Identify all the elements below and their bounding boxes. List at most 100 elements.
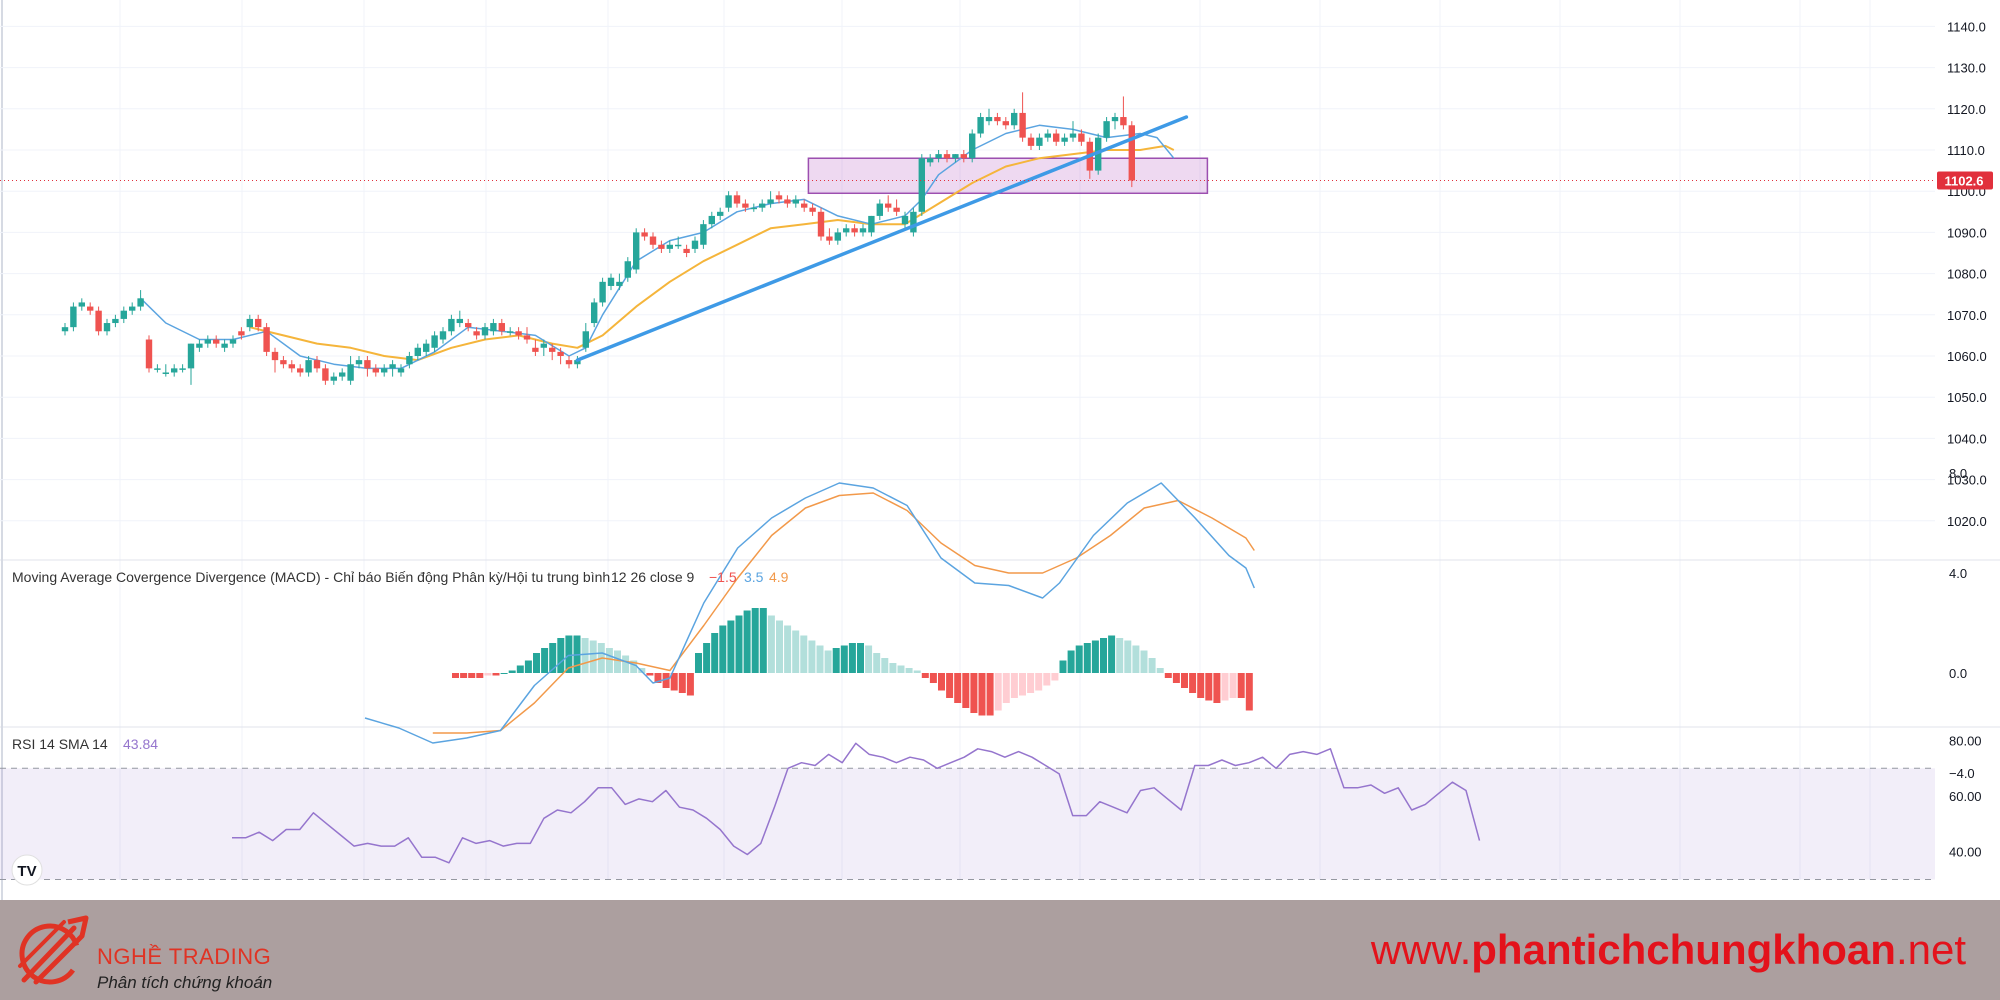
price-candle[interactable] xyxy=(1011,112,1018,126)
macd-histogram-bar[interactable] xyxy=(533,653,540,673)
price-candle[interactable] xyxy=(868,215,875,233)
macd-histogram-bar[interactable] xyxy=(1027,673,1035,693)
macd-histogram-bar[interactable] xyxy=(1164,673,1172,678)
macd-histogram-bar[interactable] xyxy=(589,640,597,674)
price-candle[interactable] xyxy=(498,323,505,332)
price-candle[interactable] xyxy=(364,360,371,369)
macd-histogram-bar[interactable] xyxy=(889,663,897,673)
macd-histogram-bar[interactable] xyxy=(824,650,832,674)
price-candle[interactable] xyxy=(355,360,363,365)
price-candle[interactable] xyxy=(843,228,850,233)
price-candle[interactable] xyxy=(801,203,808,208)
macd-histogram-bar[interactable] xyxy=(865,645,873,674)
macd-histogram-bar[interactable] xyxy=(840,645,848,674)
price-candle[interactable] xyxy=(582,331,589,348)
price-candle[interactable] xyxy=(372,368,379,373)
macd-histogram-bar[interactable] xyxy=(670,673,678,691)
price-candle[interactable] xyxy=(733,195,741,204)
price-candle[interactable] xyxy=(339,372,346,377)
macd-histogram-bar[interactable] xyxy=(857,643,864,673)
price-candle[interactable] xyxy=(1027,137,1035,146)
macd-histogram-bar[interactable] xyxy=(954,673,962,703)
price-candle[interactable] xyxy=(280,360,287,365)
macd-histogram-bar[interactable] xyxy=(605,648,613,673)
price-candle[interactable] xyxy=(322,368,329,381)
price-candle[interactable] xyxy=(120,310,127,319)
price-candle[interactable] xyxy=(994,117,1001,122)
macd-histogram-bar[interactable] xyxy=(929,673,937,683)
price-candle[interactable] xyxy=(649,236,657,245)
macd-histogram-bar[interactable] xyxy=(1197,673,1205,698)
macd-histogram-bar[interactable] xyxy=(1108,635,1116,674)
macd-histogram-bar[interactable] xyxy=(776,620,783,674)
macd-histogram-bar[interactable] xyxy=(516,665,524,674)
price-candle[interactable] xyxy=(683,248,690,253)
price-candle[interactable] xyxy=(465,323,472,328)
price-candle[interactable] xyxy=(910,211,917,233)
price-candle[interactable] xyxy=(784,199,791,204)
macd-histogram-bar[interactable] xyxy=(703,643,711,673)
price-candle[interactable] xyxy=(767,199,774,204)
price-candle[interactable] xyxy=(717,211,724,216)
macd-histogram-bar[interactable] xyxy=(1091,640,1099,674)
macd-histogram-bar[interactable] xyxy=(500,673,508,674)
macd-panel[interactable] xyxy=(364,482,1255,744)
macd-indicator-label[interactable]: Moving Average Covergence Divergence (MA… xyxy=(12,569,610,585)
macd-histogram-bar[interactable] xyxy=(986,673,994,716)
price-candle[interactable] xyxy=(456,318,463,324)
price-candle[interactable] xyxy=(95,310,102,332)
price-candle[interactable] xyxy=(221,343,228,348)
price-candle[interactable] xyxy=(826,236,833,241)
price-candle[interactable] xyxy=(885,203,892,208)
price-candle[interactable] xyxy=(204,339,211,344)
macd-histogram-bar[interactable] xyxy=(1132,645,1140,674)
price-panel[interactable] xyxy=(0,92,1935,385)
price-candle[interactable] xyxy=(137,298,144,307)
moving-average-short-line[interactable] xyxy=(140,124,1175,370)
price-candle[interactable] xyxy=(423,343,430,352)
price-candle[interactable] xyxy=(1053,133,1060,142)
macd-histogram-bar[interactable] xyxy=(452,673,459,678)
price-candle[interactable] xyxy=(792,199,799,204)
macd-histogram-bar[interactable] xyxy=(719,625,727,674)
price-candle[interactable] xyxy=(431,335,438,348)
macd-histogram-bar[interactable] xyxy=(549,643,557,673)
macd-histogram-bar[interactable] xyxy=(759,608,767,673)
macd-histogram-bar[interactable] xyxy=(1067,650,1075,674)
price-candle[interactable] xyxy=(515,331,522,336)
price-candle[interactable] xyxy=(817,211,825,237)
price-candle[interactable] xyxy=(414,347,421,356)
macd-histogram-bar[interactable] xyxy=(784,625,792,674)
price-candle[interactable] xyxy=(70,306,77,328)
price-candle[interactable] xyxy=(381,368,388,373)
price-candle[interactable] xyxy=(876,203,883,216)
macd-histogram-bar[interactable] xyxy=(1116,638,1124,673)
price-candle[interactable] xyxy=(969,133,976,159)
macd-histogram-bar[interactable] xyxy=(695,653,702,673)
price-candle[interactable] xyxy=(633,232,640,270)
macd-histogram-bar[interactable] xyxy=(468,673,476,678)
macd-histogram-bar[interactable] xyxy=(1221,673,1229,701)
macd-histogram-bar[interactable] xyxy=(816,645,824,674)
macd-histogram-bar[interactable] xyxy=(767,615,775,674)
price-candle[interactable] xyxy=(1111,117,1119,122)
macd-histogram-bar[interactable] xyxy=(686,673,694,696)
price-candle[interactable] xyxy=(691,240,699,249)
price-candle[interactable] xyxy=(641,232,648,237)
price-candle[interactable] xyxy=(607,277,615,286)
price-candle[interactable] xyxy=(591,302,598,324)
price-candle[interactable] xyxy=(1103,121,1110,138)
website-url[interactable]: www.phantichchungkhoan.net xyxy=(1371,926,1966,974)
macd-histogram-bar[interactable] xyxy=(800,635,808,674)
price-candle[interactable] xyxy=(759,203,766,208)
price-candle[interactable] xyxy=(893,207,900,212)
macd-histogram-bar[interactable] xyxy=(581,638,589,673)
price-candle[interactable] xyxy=(1002,121,1009,126)
macd-histogram-bar[interactable] xyxy=(622,655,630,674)
price-candle[interactable] xyxy=(540,343,547,348)
price-candle[interactable] xyxy=(1128,125,1135,181)
price-candle[interactable] xyxy=(565,360,573,365)
price-candle[interactable] xyxy=(406,356,413,365)
price-candle[interactable] xyxy=(330,376,337,381)
macd-histogram-bar[interactable] xyxy=(1043,673,1051,686)
